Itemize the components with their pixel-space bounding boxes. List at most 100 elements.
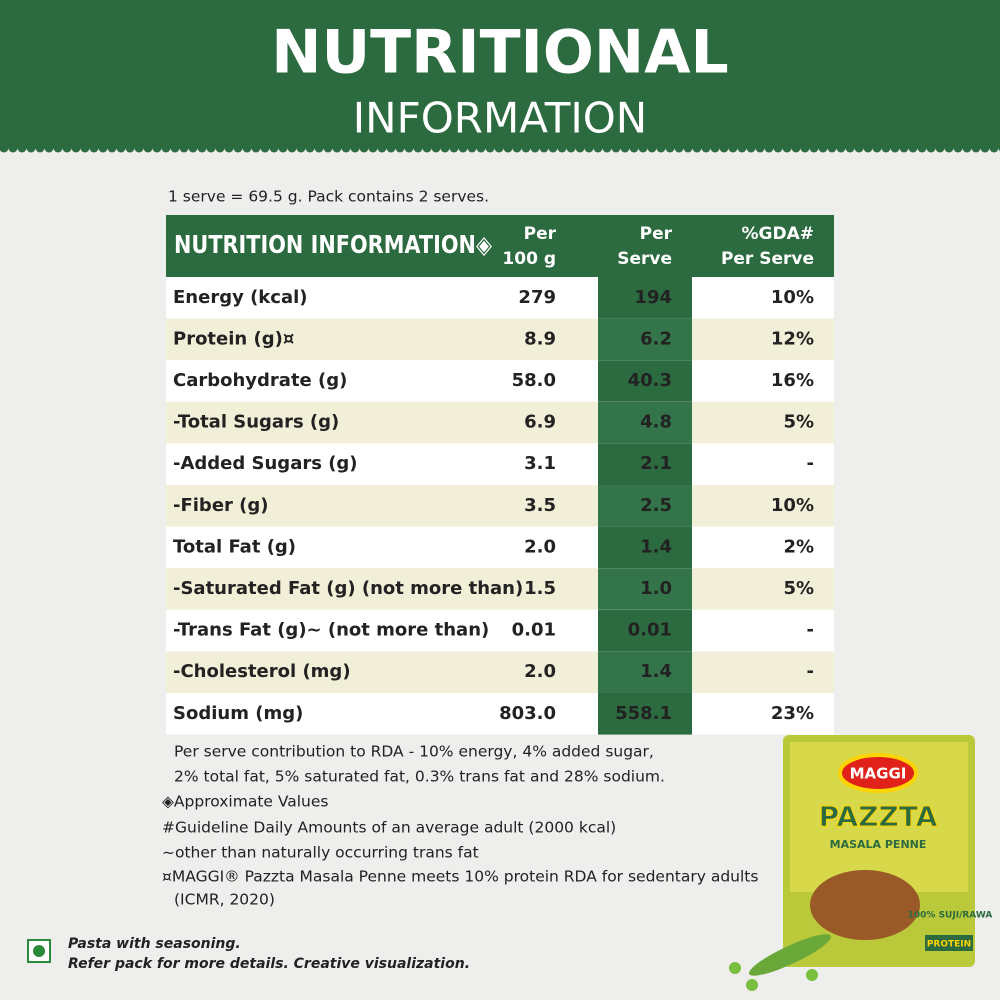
pea (806, 969, 818, 981)
nutrient-name: -Total Sugars (g) (173, 412, 339, 433)
scallop (773, 143, 783, 153)
scallop (602, 143, 612, 153)
scallop (305, 143, 315, 153)
scallop (440, 143, 450, 153)
scallop (638, 143, 648, 153)
nutrient-value: 0.01 (628, 620, 672, 641)
scallop (854, 143, 864, 153)
row-bg (166, 693, 834, 735)
scallop (836, 143, 846, 153)
serving-note: 1 serve = 69.5 g. Pack contains 2 serves… (168, 188, 489, 206)
nutrient-value: 2.0 (524, 536, 556, 557)
row-bg (166, 609, 834, 652)
scallop (809, 143, 819, 153)
scallop (746, 143, 756, 153)
product-name: PAZZTA (819, 800, 938, 833)
scallop (134, 143, 144, 153)
scallop (161, 143, 171, 153)
scallop (80, 143, 90, 153)
scallop (881, 143, 891, 153)
scallop (53, 143, 63, 153)
column-header: Per (640, 224, 673, 244)
header-row (166, 215, 834, 277)
scallop (656, 143, 666, 153)
column-header: %GDA# (742, 224, 815, 244)
nutrient-name: -Cholesterol (mg) (173, 661, 351, 682)
header-edge (0, 143, 1000, 153)
nutrient-value: 5% (783, 578, 814, 599)
variant: MASALA PENNE (830, 838, 927, 851)
scallop (359, 143, 369, 153)
nutrient-value: 1.4 (640, 661, 672, 682)
scallop (125, 143, 135, 153)
nutrient-value: - (807, 453, 814, 474)
scallop (449, 143, 459, 153)
row-bg (166, 485, 834, 527)
nutrient-value: - (807, 620, 814, 641)
scallop (611, 143, 621, 153)
scallop (350, 143, 360, 153)
nutrient-value: 4.8 (640, 412, 672, 433)
scallop (71, 143, 81, 153)
scallop (827, 143, 837, 153)
nutrient-name: -Trans Fat (g)~ (not more than) (173, 620, 489, 641)
column-header: NUTRITION INFORMATION◈ (174, 230, 493, 259)
header-band (0, 0, 1000, 148)
footnote: ◈Approximate Values (162, 793, 329, 811)
scallop (251, 143, 261, 153)
scallop (485, 143, 495, 153)
scallop (62, 143, 72, 153)
pea-pod (749, 934, 831, 976)
column-header: Serve (617, 249, 672, 269)
nutrient-name: Sodium (mg) (173, 703, 303, 724)
scallop (935, 143, 945, 153)
scallop (296, 143, 306, 153)
scallop (314, 143, 324, 153)
serve-bg (598, 568, 692, 610)
nutrient-value: 6.9 (524, 412, 556, 433)
row-bg (166, 318, 834, 361)
nutrient-value: 1.4 (640, 536, 672, 557)
scallop (98, 143, 108, 153)
scallop (989, 143, 999, 153)
scallop (395, 143, 405, 153)
nutrient-value: 23% (771, 703, 814, 724)
nutrient-name: Carbohydrate (g) (173, 370, 347, 391)
nutrient-value: - (807, 661, 814, 682)
scallop (917, 143, 927, 153)
nutrient-value: 40.3 (628, 370, 672, 391)
nutrient-value: 3.1 (524, 453, 556, 474)
scallop (872, 143, 882, 153)
nutrient-value: 3.5 (524, 495, 556, 516)
column-header: Per Serve (721, 249, 814, 269)
column-header: 100 g (502, 249, 556, 269)
row-bg (166, 526, 834, 569)
nutrient-name: -Saturated Fat (g) (not more than) (173, 578, 523, 599)
scallop (980, 143, 990, 153)
scallop (755, 143, 765, 153)
nutrition-table: NUTRITION INFORMATION◈ Per 100 g Per Serve %G… (166, 215, 834, 735)
title: NUTRITIONAL (271, 18, 729, 88)
nutrient-value: 194 (634, 287, 672, 308)
scallop (323, 143, 333, 153)
nutrient-value: 8.9 (524, 328, 556, 349)
scallop (971, 143, 981, 153)
scallop (35, 143, 45, 153)
veg-dot (33, 945, 45, 957)
scallop (242, 143, 252, 153)
serve-bg (598, 526, 692, 569)
scallop (575, 143, 585, 153)
brand: MAGGI (850, 765, 907, 783)
pea (729, 962, 741, 974)
serve-bg (598, 277, 692, 319)
claim: 100% SUJI/RAWA (908, 911, 993, 921)
scallop (890, 143, 900, 153)
scallop (179, 143, 189, 153)
serve-bg (598, 443, 692, 485)
serve-bg (598, 318, 692, 361)
scallop (512, 143, 522, 153)
scallop (152, 143, 162, 153)
scallop (737, 143, 747, 153)
subtitle: INFORMATION (353, 94, 647, 143)
